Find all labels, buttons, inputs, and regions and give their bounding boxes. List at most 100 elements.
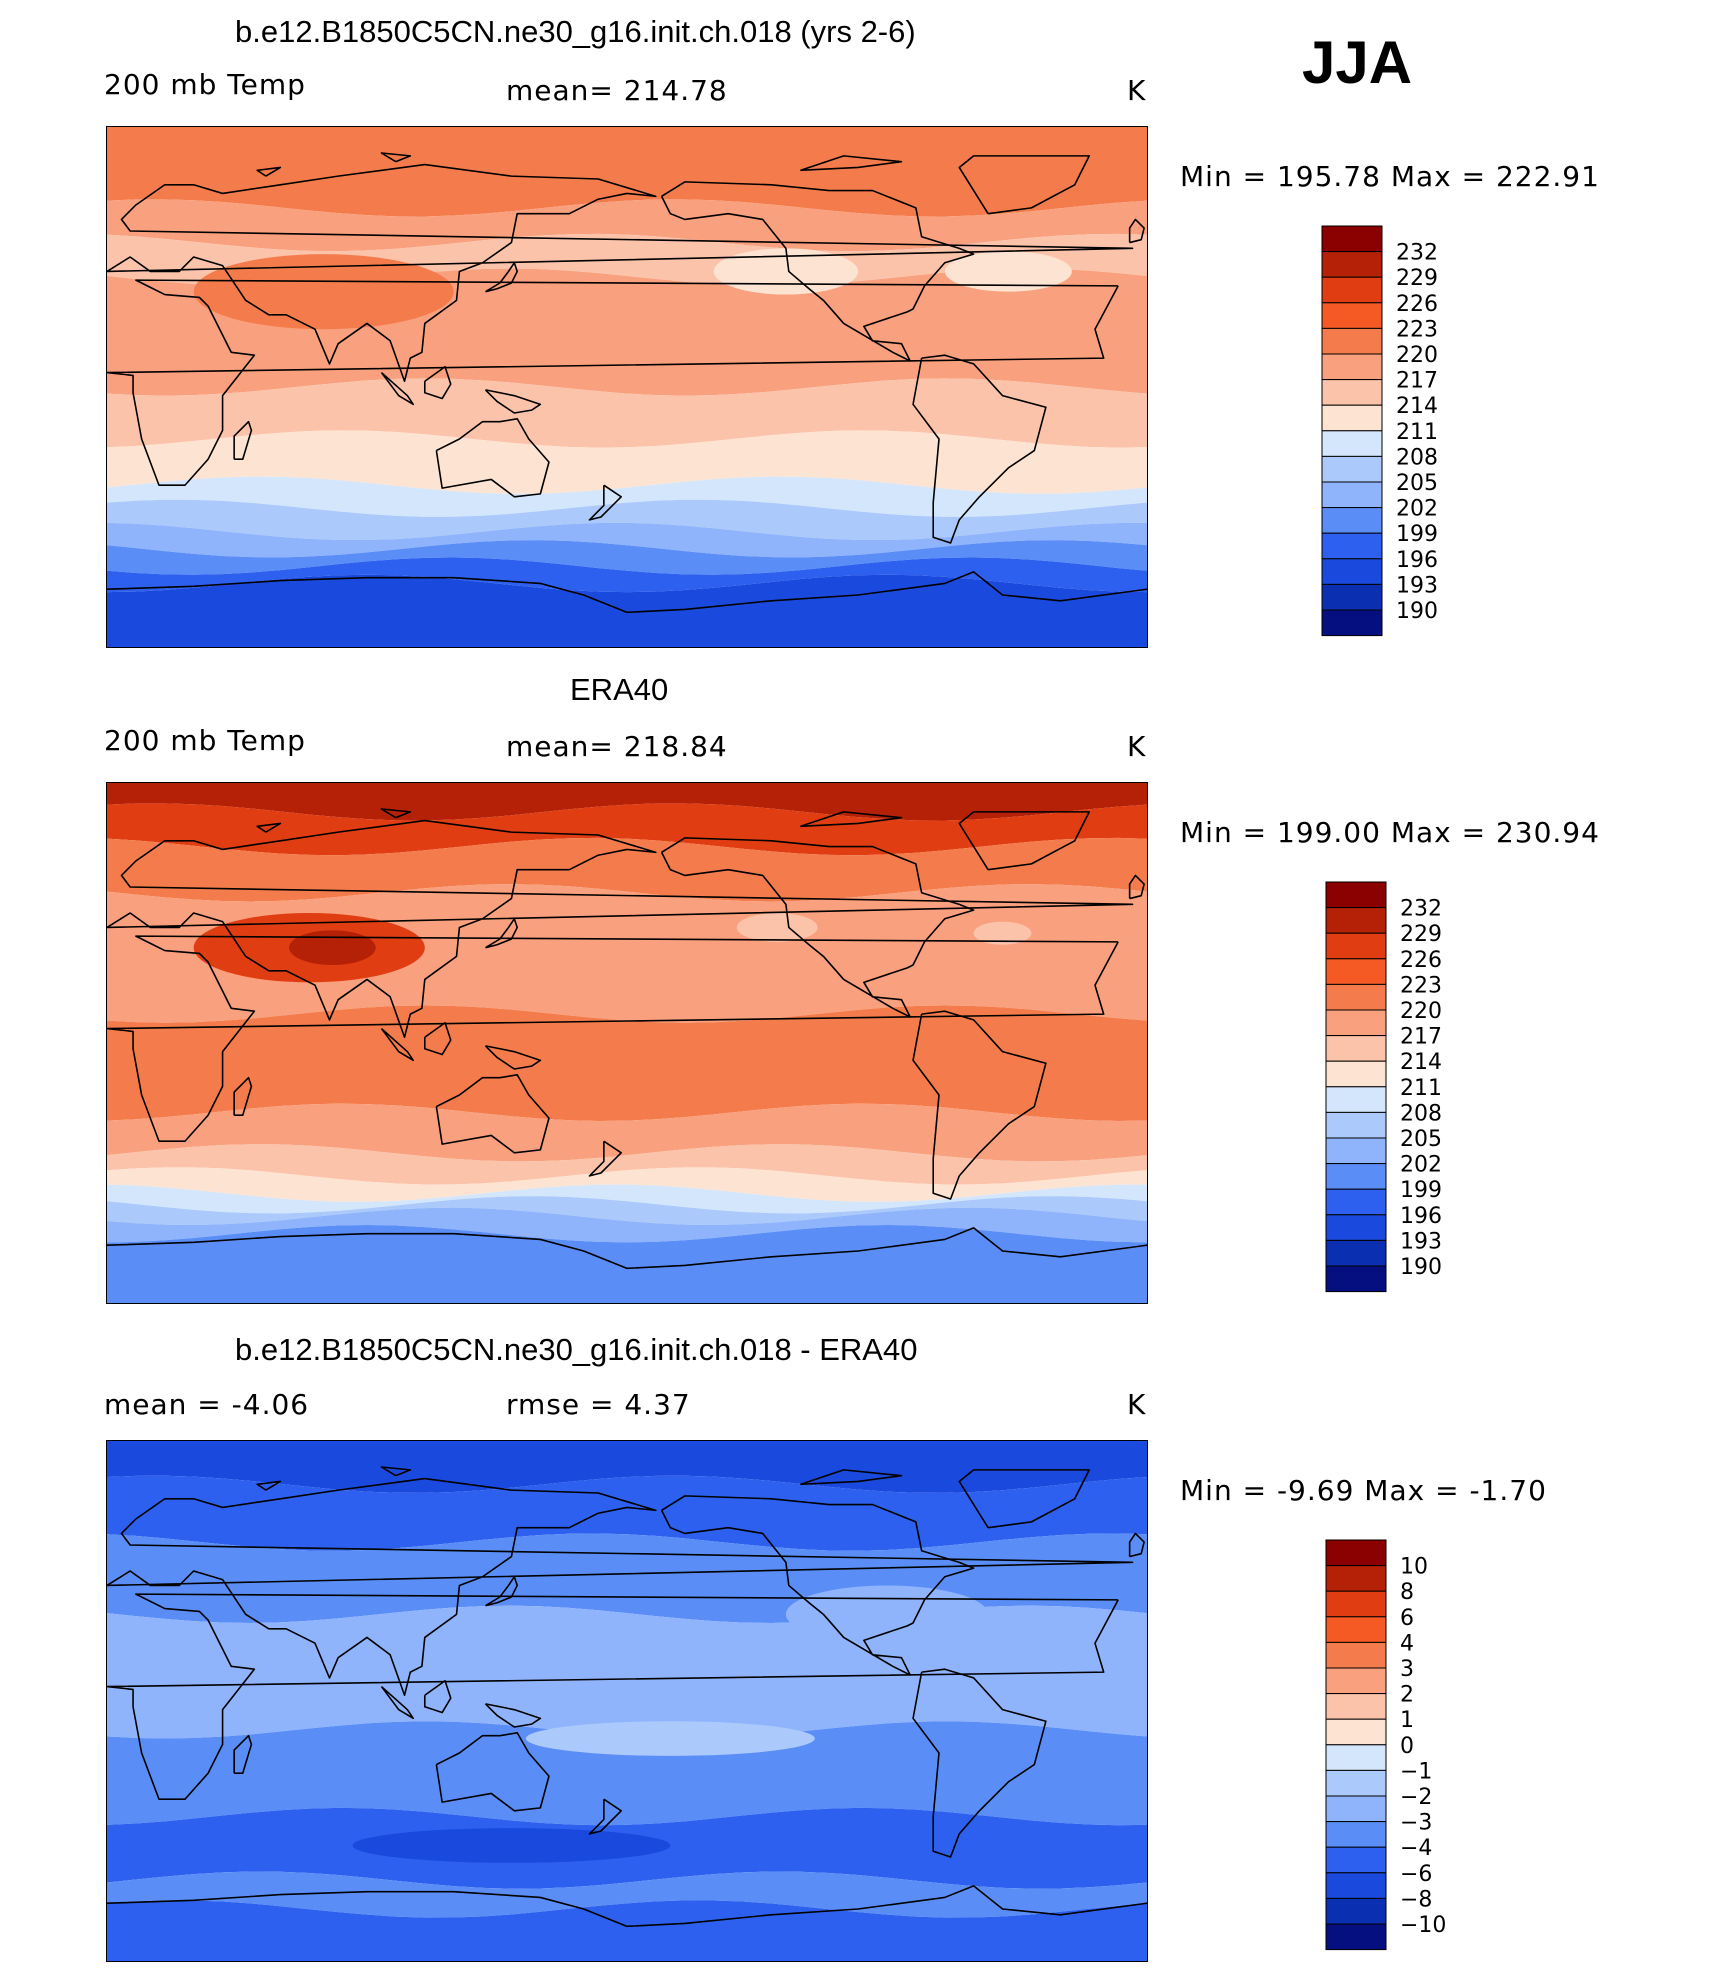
coastline <box>660 181 975 362</box>
colorbar-tick-label: 217 <box>1396 369 1438 394</box>
colorbar-swatch <box>1325 1239 1387 1267</box>
field-band <box>107 1196 1147 1225</box>
field-band <box>107 199 1147 252</box>
colorbar-tick-label: 226 <box>1396 292 1438 317</box>
coastline <box>660 1495 975 1676</box>
colorbar-swatch <box>1325 1086 1387 1113</box>
panel-3-colorbar: 10 8 6 4 3 2 1 0 −1 −2 −3 −4 −6 −8 −10 <box>1325 1539 1486 1951</box>
field-band <box>107 1207 1147 1243</box>
colorbar-tick-label: 229 <box>1396 266 1438 291</box>
colorbar-swatch <box>1321 583 1383 611</box>
field-feature <box>525 1721 815 1756</box>
panel-1-mean-label: mean= 214.78 <box>506 74 728 107</box>
coastline <box>958 811 1091 871</box>
coastline <box>435 1731 550 1812</box>
colorbar-swatch <box>1325 958 1387 985</box>
coastline <box>380 1685 415 1720</box>
colorbar-swatch <box>1325 1718 1387 1746</box>
field-band <box>107 1900 1147 1961</box>
colorbar-tick-label: 220 <box>1400 999 1442 1024</box>
coastline <box>485 1575 519 1607</box>
field-band <box>107 378 1147 448</box>
colorbar-tick-label: 214 <box>1400 1050 1442 1075</box>
coastline <box>485 261 519 293</box>
colorbar-tick-label: 208 <box>1400 1101 1442 1126</box>
field-band <box>107 540 1147 575</box>
coastline <box>588 484 623 521</box>
panel-3-mean-label: mean = -4.06 <box>104 1388 310 1421</box>
coastline <box>484 1045 542 1070</box>
panel-1-map <box>106 126 1148 648</box>
panel-3-units: K <box>1127 1388 1147 1421</box>
colorbar-tick-label: 199 <box>1396 522 1438 547</box>
coastline <box>484 389 542 414</box>
colorbar-swatch <box>1325 1821 1387 1848</box>
field-band <box>107 1167 1147 1202</box>
field-band <box>107 1871 1147 1918</box>
colorbar-tick-label: 2 <box>1400 1683 1414 1708</box>
colorbar-swatch <box>1325 1667 1387 1695</box>
colorbar-tick-label: 10 <box>1400 1555 1428 1580</box>
field-band <box>107 1441 1147 1493</box>
colorbar-tick-label: 1 <box>1400 1708 1414 1733</box>
coastline <box>435 417 550 498</box>
colorbar-swatch <box>1321 251 1383 278</box>
colorbar-swatch <box>1325 1265 1387 1293</box>
coastline <box>107 571 1147 614</box>
panel-2-min-max: Min = 199.00 Max = 230.94 <box>1180 816 1600 849</box>
field-band <box>107 127 1147 217</box>
colorbar-swatch <box>1325 1744 1387 1771</box>
colorbar-tick-label: −1 <box>1400 1759 1432 1784</box>
colorbar-tick-label: 217 <box>1400 1025 1442 1050</box>
colorbar-swatch <box>1321 276 1383 304</box>
field-band <box>107 1184 1147 1214</box>
field-band <box>107 803 1147 856</box>
colorbar-tick-label: 226 <box>1400 948 1442 973</box>
coastline <box>1128 874 1145 900</box>
colorbar-tick-label: 193 <box>1396 573 1438 598</box>
coastline <box>800 1469 903 1486</box>
colorbar-tick-label: 193 <box>1400 1229 1442 1254</box>
colorbar-swatch <box>1325 1923 1387 1951</box>
colorbar-swatch <box>1321 455 1383 483</box>
colorbar-tick-label: 232 <box>1400 897 1442 922</box>
field-feature <box>289 930 376 965</box>
colorbar-swatch <box>1325 1590 1387 1618</box>
coastline <box>912 354 1047 544</box>
colorbar-tick-label: −6 <box>1400 1862 1432 1887</box>
field-band <box>107 783 1147 821</box>
field-band <box>107 1144 1147 1185</box>
colorbar-tick-label: 211 <box>1400 1076 1442 1101</box>
panel-3-title: b.e12.B1850C5CN.ne30_g16.init.ch.018 - E… <box>235 1332 918 1367</box>
colorbar-swatch <box>1321 507 1383 534</box>
field-band <box>107 430 1147 494</box>
field-band <box>107 837 1147 902</box>
colorbar-swatch <box>1325 881 1387 909</box>
colorbar-swatch <box>1325 1111 1387 1139</box>
coastline <box>912 1668 1047 1858</box>
colorbar-tick-label: 205 <box>1400 1127 1442 1152</box>
season-label: JJA <box>1302 29 1413 96</box>
panel-1-title: b.e12.B1850C5CN.ne30_g16.init.ch.018 (yr… <box>235 14 916 49</box>
field-feature <box>193 254 454 330</box>
field-band <box>107 522 1147 558</box>
coastline <box>107 1477 1134 1697</box>
colorbar-swatch <box>1321 379 1383 406</box>
colorbar-swatch <box>1321 481 1383 509</box>
coastline <box>423 1021 452 1056</box>
coastline <box>1128 1532 1145 1558</box>
panel-2-units: K <box>1127 730 1147 763</box>
panel-1-colorbar: 232 229 226 223 220 217 214 211 208 205 202 199 196 1… <box>1321 225 1482 637</box>
colorbar-swatch <box>1325 1035 1387 1062</box>
colorbar-tick-label: 223 <box>1396 317 1438 342</box>
colorbar-tick-label: 229 <box>1400 922 1442 947</box>
colorbar-swatch <box>1321 532 1383 560</box>
colorbar-tick-label: 211 <box>1396 420 1438 445</box>
colorbar-tick-label: 190 <box>1400 1255 1442 1280</box>
panel-3-map <box>106 1440 1148 1962</box>
panel-2-colorbar: 232 229 226 223 220 217 214 211 208 205 202 199 196 1… <box>1325 881 1486 1293</box>
colorbar-tick-label: 199 <box>1400 1178 1442 1203</box>
coastline <box>485 917 519 949</box>
coastline <box>256 1480 282 1491</box>
field-feature <box>785 1585 989 1644</box>
